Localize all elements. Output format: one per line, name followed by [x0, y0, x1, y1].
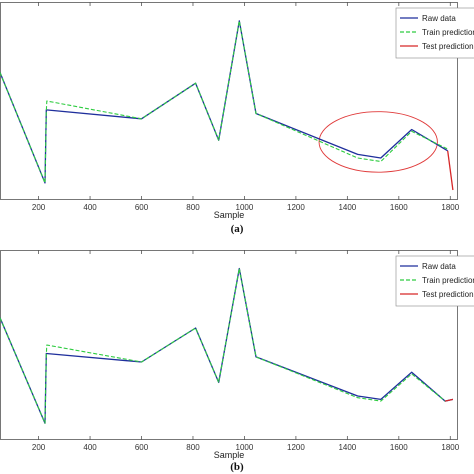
x-tick-label: 600 [135, 443, 149, 452]
legend-label: Train prediction [422, 28, 474, 37]
x-tick-label: 600 [135, 203, 149, 212]
axes-frame [0, 2, 458, 200]
legend-label: Raw data [422, 14, 456, 23]
x-tick-label: 1600 [390, 443, 408, 452]
legend-label: Raw data [422, 262, 456, 271]
x-axis-label: Sample [214, 210, 245, 220]
x-tick-label: 400 [83, 203, 97, 212]
x-tick-label: 1000 [236, 443, 254, 452]
x-tick-label: 1800 [441, 203, 459, 212]
x-axis-label: Sample [214, 450, 245, 460]
highlight-ellipse [318, 111, 438, 173]
chart-panel-a: 200 400 600 800 1000 1200 1400 1600 1800 Sample Ra… [0, 2, 474, 235]
series-raw-data [0, 267, 454, 424]
x-tick-label: 1800 [441, 443, 459, 452]
series-raw-data [0, 20, 449, 184]
panel-label: (b) [230, 461, 244, 473]
x-tick-label: 1400 [338, 203, 356, 212]
series-test-prediction [444, 398, 454, 402]
x-tick-label: 200 [32, 443, 46, 452]
x-tick-label: 1600 [390, 203, 408, 212]
x-tick-label: 200 [32, 203, 46, 212]
x-tick-label: 1000 [236, 203, 254, 212]
series-train-prediction [0, 20, 448, 184]
legend-label: Test prediction [422, 42, 474, 51]
chart-panel-b: 200 400 600 800 1000 1200 1400 1600 1800 Sample Ra… [0, 250, 474, 473]
x-tick-label: 800 [186, 443, 200, 452]
axes-frame [0, 250, 458, 440]
series-test-prediction [447, 150, 454, 191]
x-tick-label: 1200 [287, 443, 305, 452]
legend-box [395, 255, 474, 307]
x-tick-label: 400 [83, 443, 97, 452]
legend-box [395, 7, 474, 59]
series-train-prediction [0, 267, 446, 424]
x-tick-label: 800 [186, 203, 200, 212]
legend-label: Test prediction [422, 290, 474, 299]
x-tick-label: 1200 [287, 203, 305, 212]
x-tick-label: 1400 [338, 443, 356, 452]
panel-label: (a) [231, 223, 244, 235]
legend-label: Train prediction [422, 276, 474, 285]
